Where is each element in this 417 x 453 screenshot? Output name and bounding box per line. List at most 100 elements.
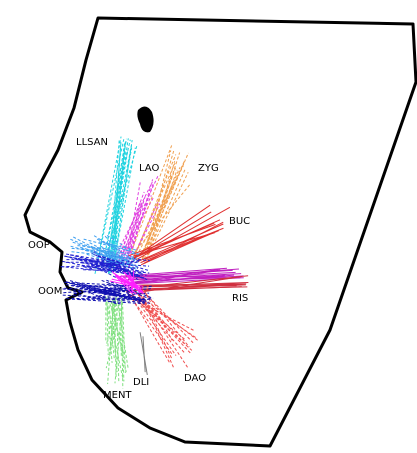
fiber	[71, 247, 140, 255]
fiber	[94, 285, 133, 292]
fiber	[128, 289, 185, 353]
fiber	[140, 230, 219, 264]
fiber	[95, 260, 120, 272]
muscle-label: DAO	[184, 373, 206, 384]
fiber	[87, 287, 139, 294]
fiber	[107, 295, 115, 359]
fiber	[106, 234, 139, 256]
fiber	[143, 298, 200, 342]
muscle-label: BUC	[229, 216, 250, 227]
fiber	[137, 293, 187, 346]
fiber	[131, 219, 221, 260]
fiber	[113, 298, 117, 378]
fiber	[144, 291, 190, 348]
fiber	[105, 296, 117, 347]
fiber	[109, 280, 137, 288]
muscle-label: OOP	[28, 240, 50, 251]
fiber	[141, 150, 175, 260]
fiber	[120, 299, 125, 382]
fiber	[142, 175, 172, 255]
fiber	[83, 238, 133, 253]
fiber	[72, 284, 144, 301]
fiber	[133, 274, 226, 284]
fiber	[107, 148, 129, 268]
fiber	[98, 241, 138, 251]
fiber	[121, 296, 126, 373]
fiber	[83, 269, 128, 272]
fiber	[107, 297, 115, 385]
fiber	[128, 271, 141, 294]
fiber	[116, 303, 120, 383]
fiber	[103, 262, 150, 267]
fiber	[62, 294, 130, 300]
fiber	[77, 298, 145, 305]
fiber	[66, 259, 131, 261]
fiber	[116, 175, 159, 266]
fiber	[143, 290, 173, 341]
fiber	[114, 301, 123, 384]
fiber	[110, 300, 118, 372]
fiber	[107, 292, 145, 303]
fiber	[131, 145, 173, 252]
fiber	[136, 223, 224, 263]
fiber	[104, 235, 126, 261]
fiber	[101, 256, 150, 272]
fiber	[134, 268, 221, 283]
fiber	[106, 303, 109, 356]
fiber	[111, 271, 137, 295]
fiber	[134, 297, 193, 351]
fiber	[133, 163, 176, 257]
eye	[137, 106, 154, 133]
muscle-label: RIS	[232, 293, 248, 304]
fiber	[142, 336, 146, 373]
fiber	[67, 256, 138, 269]
fiber	[114, 275, 133, 294]
fiber	[133, 154, 177, 258]
fiber	[60, 266, 147, 276]
fiber	[90, 246, 133, 261]
fiber	[113, 139, 133, 267]
fiber	[106, 142, 126, 266]
face-outline	[23, 16, 417, 448]
fiber	[79, 287, 148, 302]
fiber	[65, 283, 130, 299]
fiber	[83, 266, 150, 274]
fiber	[116, 300, 129, 369]
fiber	[71, 251, 138, 260]
fiber	[102, 290, 116, 293]
muscle-label: DLI	[133, 377, 149, 388]
fiber	[111, 301, 127, 373]
fiber	[90, 292, 117, 305]
fiber	[63, 287, 133, 294]
fiber	[65, 281, 118, 296]
fiber	[98, 253, 143, 275]
fiber	[132, 298, 195, 331]
fiber	[106, 301, 113, 363]
fiber	[96, 246, 129, 268]
fiber	[69, 280, 122, 296]
muscle-label: ZYG	[198, 163, 219, 174]
fiber	[130, 269, 221, 285]
fiber	[105, 303, 123, 369]
fiber	[91, 252, 148, 281]
fiber	[108, 282, 136, 299]
fiber	[106, 242, 128, 252]
fiber	[81, 262, 131, 272]
fiber	[141, 286, 248, 290]
fiber	[120, 303, 124, 389]
fiber	[111, 298, 114, 347]
fiber	[127, 290, 171, 364]
fiber	[87, 296, 152, 304]
fiber	[144, 227, 224, 260]
fiber	[138, 284, 246, 290]
fiber	[97, 253, 138, 267]
fiber	[61, 264, 115, 268]
fiber	[65, 255, 145, 279]
fiber	[138, 293, 189, 369]
fiber	[86, 253, 137, 270]
fiber	[106, 279, 154, 299]
fiber	[96, 136, 122, 267]
fiber	[104, 290, 122, 294]
fiber	[132, 204, 211, 259]
